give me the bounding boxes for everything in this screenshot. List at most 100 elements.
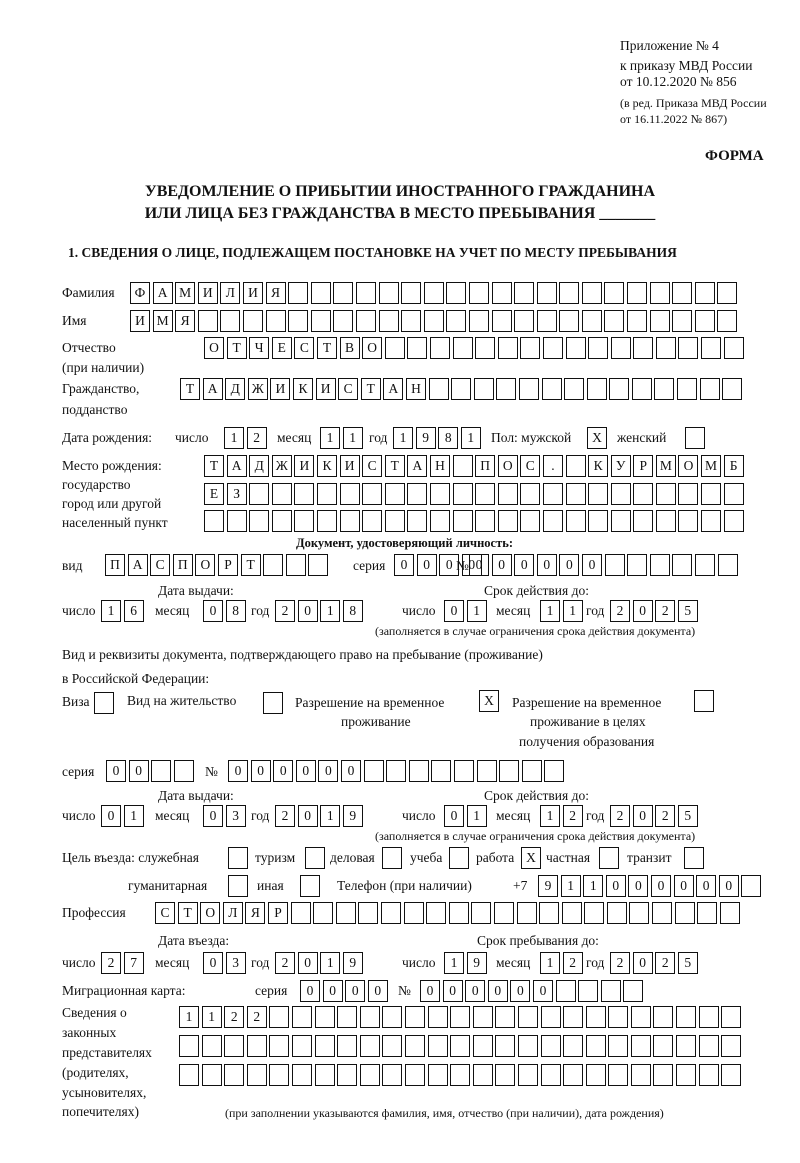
char-box[interactable] [446,282,467,304]
char-box[interactable] [382,1064,403,1086]
char-box[interactable] [653,1064,674,1086]
char-box[interactable] [429,337,450,359]
char-box[interactable] [427,1006,448,1028]
char-box[interactable] [633,337,654,359]
char-box[interactable]: О [497,455,518,477]
char-box[interactable] [633,510,654,532]
char-box[interactable]: 9 [415,427,436,449]
char-box[interactable] [491,282,512,304]
char-box[interactable]: Ч [249,337,270,359]
char-box[interactable]: Р [633,455,654,477]
char-box[interactable]: 2 [275,600,295,622]
char-box[interactable]: М [655,455,676,477]
char-box[interactable] [610,337,631,359]
char-box[interactable]: 0 [297,952,318,974]
char-box[interactable] [384,510,405,532]
char-box[interactable] [224,1035,245,1057]
char-box[interactable]: 1 [444,952,464,974]
char-box[interactable] [429,483,450,505]
char-box[interactable] [359,1006,380,1028]
char-box[interactable] [678,483,699,505]
char-box[interactable] [606,902,627,924]
char-box[interactable] [698,1006,719,1028]
char-box[interactable] [517,1035,538,1057]
char-box[interactable] [423,310,444,332]
char-box[interactable] [497,510,518,532]
char-box[interactable]: 1 [460,427,481,449]
char-box[interactable] [563,1006,584,1028]
char-box[interactable] [448,902,469,924]
char-box[interactable] [610,510,631,532]
char-box[interactable]: 0 [469,554,489,576]
char-box[interactable] [271,510,292,532]
char-box[interactable]: 0 [250,760,271,782]
char-box[interactable] [649,554,670,576]
char-box[interactable] [201,1035,222,1057]
char-box[interactable]: Р [267,902,288,924]
char-box[interactable] [701,483,722,505]
char-box[interactable]: П [172,554,193,576]
char-box[interactable] [565,455,586,477]
char-box[interactable] [339,483,360,505]
char-box[interactable] [653,1006,674,1028]
char-box[interactable] [563,1064,584,1086]
char-box[interactable] [314,1064,335,1086]
char-box[interactable] [431,760,452,782]
char-box[interactable]: 1 [342,427,363,449]
char-box[interactable] [604,554,625,576]
char-box[interactable]: 0 [491,554,512,576]
char-box[interactable]: 0 [628,875,649,897]
char-box[interactable]: А [226,455,247,477]
char-box[interactable]: Л [220,282,241,304]
char-box[interactable] [269,1064,290,1086]
char-box[interactable] [627,310,648,332]
char-box[interactable] [427,1035,448,1057]
char-box[interactable] [520,337,541,359]
char-box[interactable]: 2 [562,952,583,974]
char-box[interactable]: И [270,378,291,400]
char-box[interactable]: 2 [101,952,121,974]
char-box[interactable] [649,282,670,304]
char-box[interactable] [407,510,428,532]
char-box[interactable] [542,483,563,505]
char-box[interactable]: А [152,282,173,304]
char-box[interactable] [263,554,284,576]
char-box[interactable]: В [339,337,360,359]
char-box[interactable]: X [587,427,607,449]
char-box[interactable]: 0 [101,805,121,827]
char-box[interactable] [401,282,422,304]
char-box[interactable] [337,1035,358,1057]
char-box[interactable] [676,1064,697,1086]
char-box[interactable] [698,1064,719,1086]
char-box[interactable] [404,1006,425,1028]
char-box[interactable]: И [242,282,263,304]
char-box[interactable] [521,760,542,782]
char-box[interactable]: 0 [444,805,464,827]
char-box[interactable] [741,875,762,897]
char-box[interactable] [363,760,384,782]
char-box[interactable] [723,337,744,359]
char-box[interactable]: 1 [320,427,340,449]
char-box[interactable] [226,510,247,532]
char-box[interactable] [472,1064,493,1086]
char-box[interactable]: 0 [228,760,248,782]
char-box[interactable]: 0 [394,554,414,576]
char-box[interactable]: 1 [320,805,341,827]
char-box[interactable] [449,847,469,869]
char-box[interactable]: Я [245,902,266,924]
char-box[interactable]: 6 [123,600,144,622]
char-box[interactable]: 0 [673,875,694,897]
char-box[interactable] [585,1064,606,1086]
char-box[interactable] [559,282,580,304]
char-box[interactable]: 7 [123,952,144,974]
char-box[interactable] [265,310,286,332]
char-box[interactable]: 1 [393,427,413,449]
char-box[interactable] [426,902,447,924]
char-box[interactable] [333,310,354,332]
char-box[interactable]: X [521,847,541,869]
char-box[interactable]: С [155,902,175,924]
char-box[interactable] [362,510,383,532]
char-box[interactable] [581,310,602,332]
char-box[interactable] [684,847,704,869]
char-box[interactable]: С [150,554,171,576]
